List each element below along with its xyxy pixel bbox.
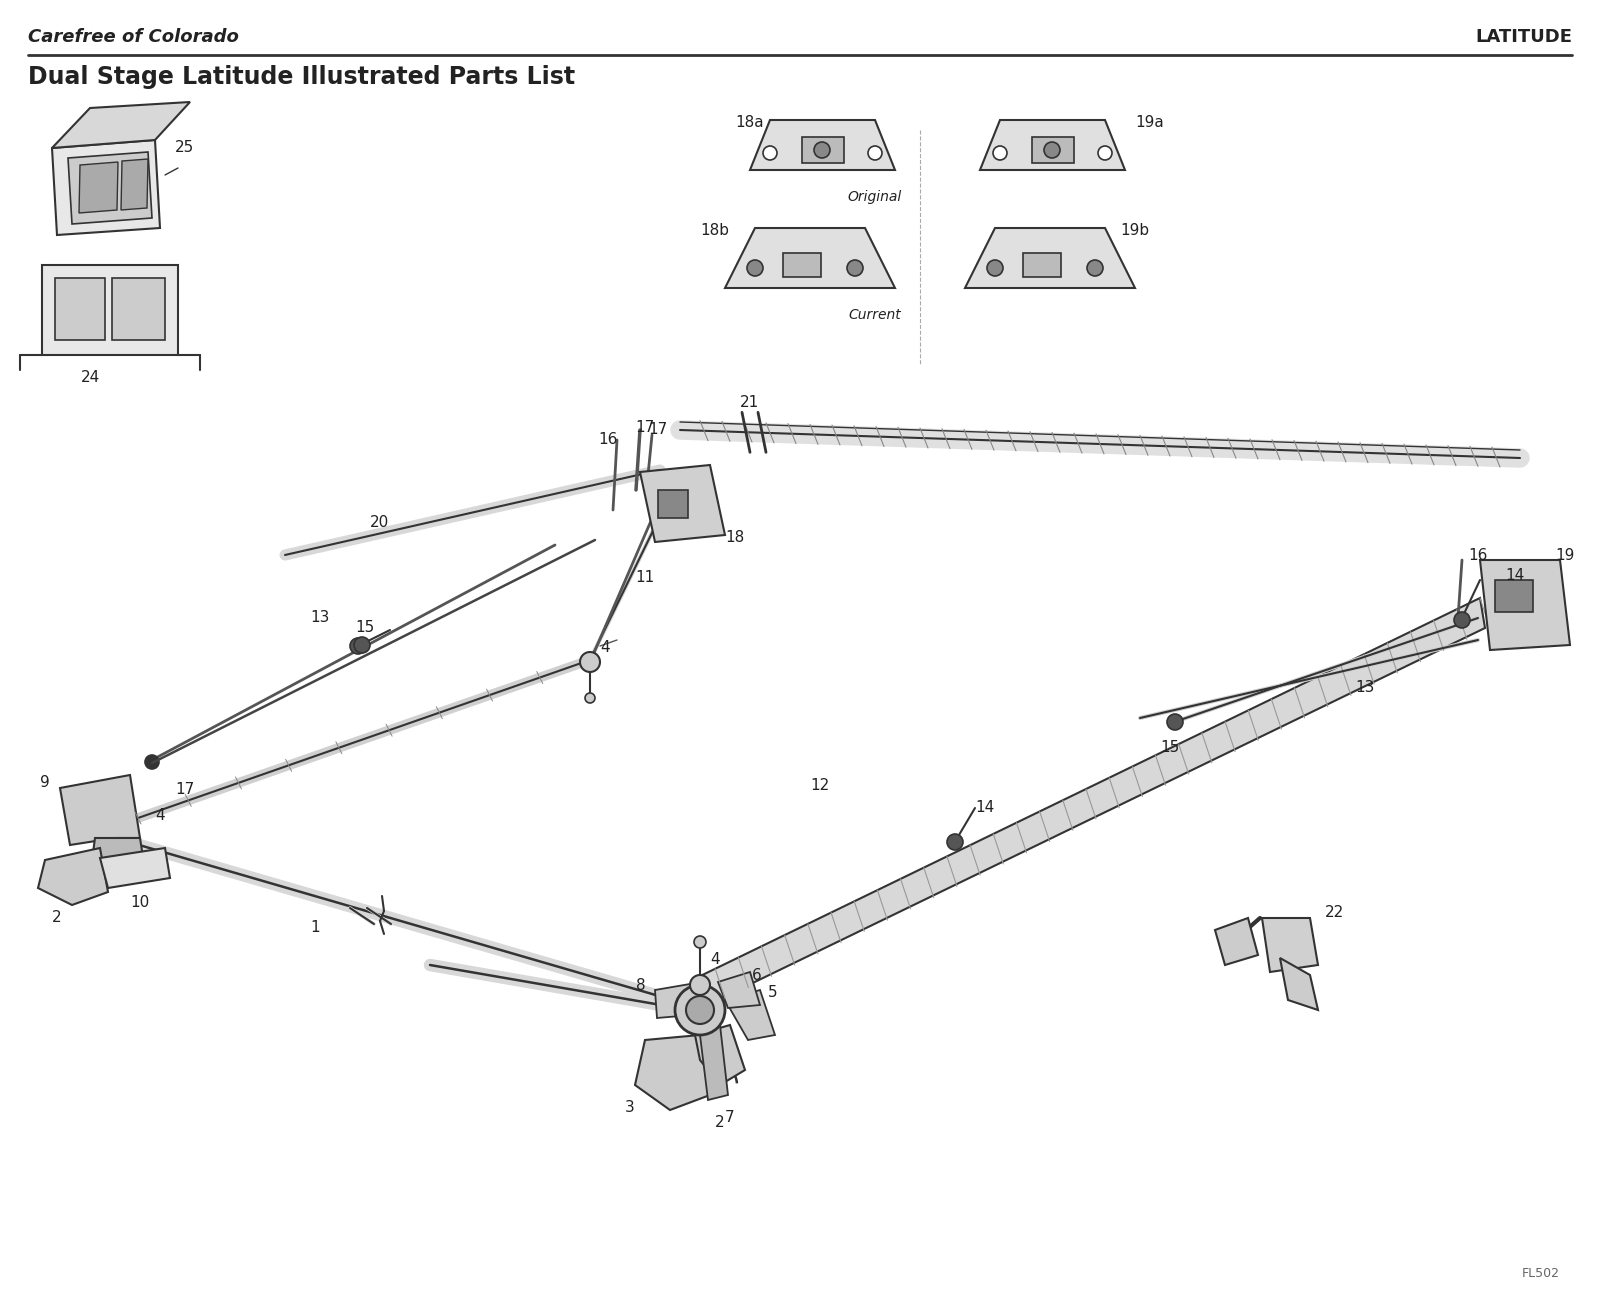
- Text: 22: 22: [1325, 905, 1344, 920]
- Circle shape: [686, 997, 714, 1024]
- Polygon shape: [122, 159, 147, 210]
- Polygon shape: [718, 972, 760, 1008]
- Circle shape: [579, 653, 600, 672]
- Bar: [782, 253, 821, 277]
- Text: 11: 11: [635, 570, 654, 586]
- Polygon shape: [67, 152, 152, 225]
- Polygon shape: [654, 983, 691, 1018]
- Text: 16: 16: [598, 432, 618, 446]
- Polygon shape: [750, 119, 894, 169]
- Text: 14: 14: [974, 800, 994, 815]
- Polygon shape: [640, 465, 725, 542]
- Text: 7: 7: [725, 1109, 734, 1125]
- Text: 19: 19: [1555, 548, 1574, 563]
- Text: Carefree of Colorado: Carefree of Colorado: [29, 28, 238, 46]
- Text: 9: 9: [40, 775, 50, 790]
- Text: 13: 13: [1355, 680, 1374, 695]
- Circle shape: [675, 985, 725, 1035]
- Circle shape: [747, 260, 763, 276]
- Text: Current: Current: [848, 309, 901, 322]
- Text: 2: 2: [51, 910, 62, 924]
- Polygon shape: [112, 278, 165, 340]
- Circle shape: [1043, 142, 1059, 158]
- Text: 5: 5: [768, 985, 778, 1001]
- Polygon shape: [1480, 561, 1570, 650]
- Polygon shape: [1280, 958, 1318, 1010]
- Circle shape: [1454, 612, 1470, 628]
- Text: FL502: FL502: [1522, 1267, 1560, 1280]
- Circle shape: [846, 260, 862, 276]
- Polygon shape: [701, 1025, 728, 1100]
- Bar: [1032, 137, 1074, 163]
- Circle shape: [694, 936, 706, 948]
- Text: 14: 14: [1506, 569, 1525, 583]
- Text: 18: 18: [725, 530, 744, 545]
- Circle shape: [994, 146, 1006, 160]
- Text: 3: 3: [626, 1100, 635, 1115]
- Bar: [802, 137, 845, 163]
- Text: 2: 2: [715, 1115, 725, 1130]
- Polygon shape: [965, 228, 1134, 288]
- Polygon shape: [38, 848, 109, 905]
- Polygon shape: [725, 228, 894, 288]
- Text: 4: 4: [710, 952, 720, 966]
- Text: 6: 6: [752, 968, 762, 983]
- Text: 19b: 19b: [1120, 223, 1149, 238]
- Text: 8: 8: [637, 978, 646, 993]
- Polygon shape: [54, 278, 106, 340]
- Polygon shape: [694, 1025, 746, 1085]
- Text: 17: 17: [174, 783, 194, 797]
- Circle shape: [947, 834, 963, 850]
- Text: 17: 17: [648, 421, 667, 437]
- Text: 15: 15: [355, 620, 374, 635]
- Circle shape: [354, 637, 370, 653]
- Polygon shape: [725, 990, 774, 1040]
- Polygon shape: [51, 140, 160, 235]
- Bar: [658, 490, 688, 519]
- Polygon shape: [691, 597, 1485, 1010]
- Text: Original: Original: [848, 190, 902, 204]
- Polygon shape: [99, 848, 170, 888]
- Polygon shape: [42, 265, 178, 355]
- Circle shape: [350, 638, 366, 654]
- Bar: [1494, 580, 1533, 612]
- Text: LATITUDE: LATITUDE: [1475, 28, 1571, 46]
- Circle shape: [1098, 146, 1112, 160]
- Polygon shape: [1262, 918, 1318, 972]
- Circle shape: [586, 693, 595, 702]
- Circle shape: [987, 260, 1003, 276]
- Text: 4: 4: [155, 807, 165, 823]
- Text: 12: 12: [810, 779, 829, 793]
- Text: Dual Stage Latitude Illustrated Parts List: Dual Stage Latitude Illustrated Parts Li…: [29, 66, 574, 89]
- Circle shape: [146, 755, 158, 769]
- Text: 25: 25: [174, 140, 194, 155]
- Text: 13: 13: [310, 611, 330, 625]
- Bar: [1022, 253, 1061, 277]
- Circle shape: [1086, 260, 1102, 276]
- Polygon shape: [78, 161, 118, 213]
- Text: 21: 21: [739, 395, 760, 410]
- Text: 20: 20: [370, 515, 389, 530]
- Circle shape: [814, 142, 830, 158]
- Circle shape: [1166, 714, 1182, 730]
- Text: 18a: 18a: [734, 116, 763, 130]
- Text: 17: 17: [635, 420, 654, 435]
- Text: 10: 10: [130, 895, 149, 910]
- Polygon shape: [1214, 918, 1258, 965]
- Text: 24: 24: [80, 370, 99, 385]
- Polygon shape: [61, 775, 141, 846]
- Text: 1: 1: [310, 920, 320, 935]
- Text: 16: 16: [1469, 548, 1488, 563]
- Circle shape: [867, 146, 882, 160]
- Polygon shape: [979, 119, 1125, 169]
- Text: 19a: 19a: [1134, 116, 1163, 130]
- Circle shape: [763, 146, 778, 160]
- Text: 18b: 18b: [701, 223, 730, 238]
- Text: 4: 4: [600, 639, 610, 655]
- Polygon shape: [635, 1035, 710, 1109]
- Text: 15: 15: [1160, 741, 1179, 755]
- Polygon shape: [90, 838, 146, 874]
- Circle shape: [690, 976, 710, 995]
- Polygon shape: [51, 102, 190, 148]
